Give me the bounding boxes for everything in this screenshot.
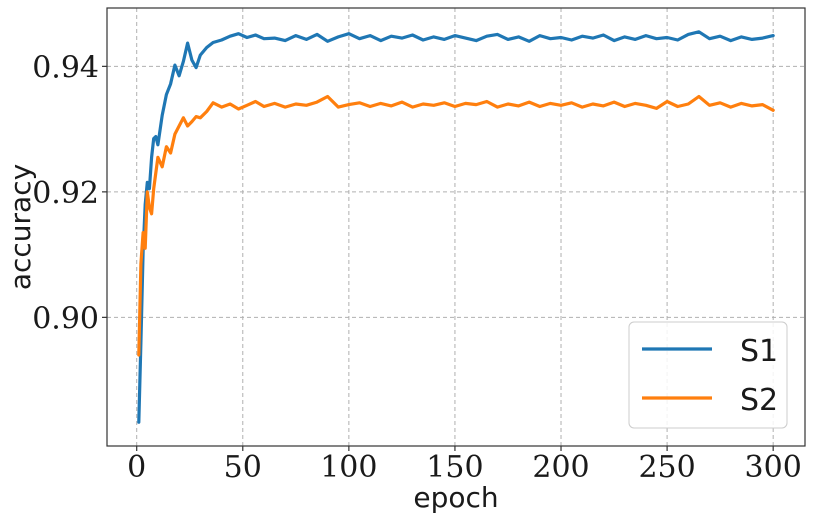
x-tick-label: 100: [320, 450, 377, 485]
x-tick-label: 300: [745, 450, 802, 485]
x-tick-label: 250: [638, 450, 695, 485]
plot-frame: [106, 7, 806, 447]
y-tick-label: 0.94: [32, 50, 99, 85]
x-tick-label: 50: [224, 450, 262, 485]
series-line-s2: [137, 94, 775, 357]
series-line-s1: [137, 30, 775, 424]
series-lines: [137, 30, 775, 424]
x-axis-label: epoch: [413, 481, 498, 514]
x-tick-label: 200: [532, 450, 589, 485]
y-axis-ticks: 0.90 0.92 0.94: [32, 50, 107, 336]
legend-label-s1: S1: [740, 334, 778, 369]
y-tick-label: 0.90: [32, 301, 99, 336]
legend-label-s2: S2: [740, 383, 778, 418]
y-axis-label: accuracy: [4, 164, 37, 290]
legend: S1 S2: [628, 321, 788, 429]
x-tick-label: 150: [426, 450, 483, 485]
y-tick-label: 0.92: [32, 176, 99, 211]
x-tick-label: 0: [127, 450, 146, 485]
x-axis-ticks: 0 50 100 150 200 250 300: [127, 446, 802, 485]
grid: [107, 8, 805, 446]
